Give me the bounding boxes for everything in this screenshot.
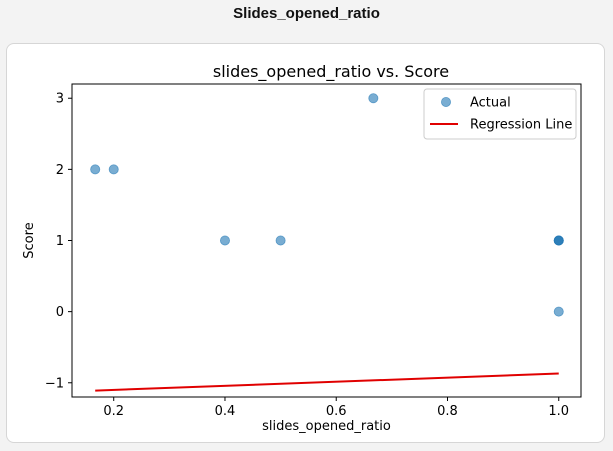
x-tick-label: 0.2 xyxy=(103,404,124,419)
y-axis-label: Score xyxy=(22,222,37,258)
y-tick-label: 1 xyxy=(56,234,64,249)
y-axis: −1 0 1 2 3 xyxy=(45,92,72,391)
scatter-point xyxy=(90,164,101,175)
legend: Actual Regression Line xyxy=(423,88,577,140)
legend-label: Actual xyxy=(470,96,511,111)
y-tick-label: 3 xyxy=(56,92,64,107)
y-tick-label: 2 xyxy=(56,163,64,178)
x-tick-label: 0.4 xyxy=(215,404,236,419)
x-axis-label: slides_opened_ratio xyxy=(262,419,391,434)
page-title: Slides_opened_ratio xyxy=(233,5,380,22)
scatter-point xyxy=(275,235,286,246)
legend-marker-actual xyxy=(440,97,451,108)
scatter-point xyxy=(553,235,564,246)
legend-box xyxy=(423,88,577,140)
x-tick-label: 1.0 xyxy=(548,404,569,419)
series-layer xyxy=(90,93,564,392)
scatter-point xyxy=(219,235,230,246)
scatter-point xyxy=(368,93,379,104)
y-tick-label: −1 xyxy=(45,376,64,391)
legend-label: Regression Line xyxy=(470,118,572,133)
regression-line xyxy=(95,372,559,392)
x-axis: 0.2 0.4 0.6 0.8 1.0 xyxy=(103,397,569,419)
x-tick-label: 0.6 xyxy=(326,404,347,419)
scatter-point xyxy=(553,306,564,317)
chart-title: slides_opened_ratio vs. Score xyxy=(213,62,449,82)
scatter-point xyxy=(108,164,119,175)
y-tick-label: 0 xyxy=(56,305,64,320)
x-tick-label: 0.8 xyxy=(437,404,458,419)
